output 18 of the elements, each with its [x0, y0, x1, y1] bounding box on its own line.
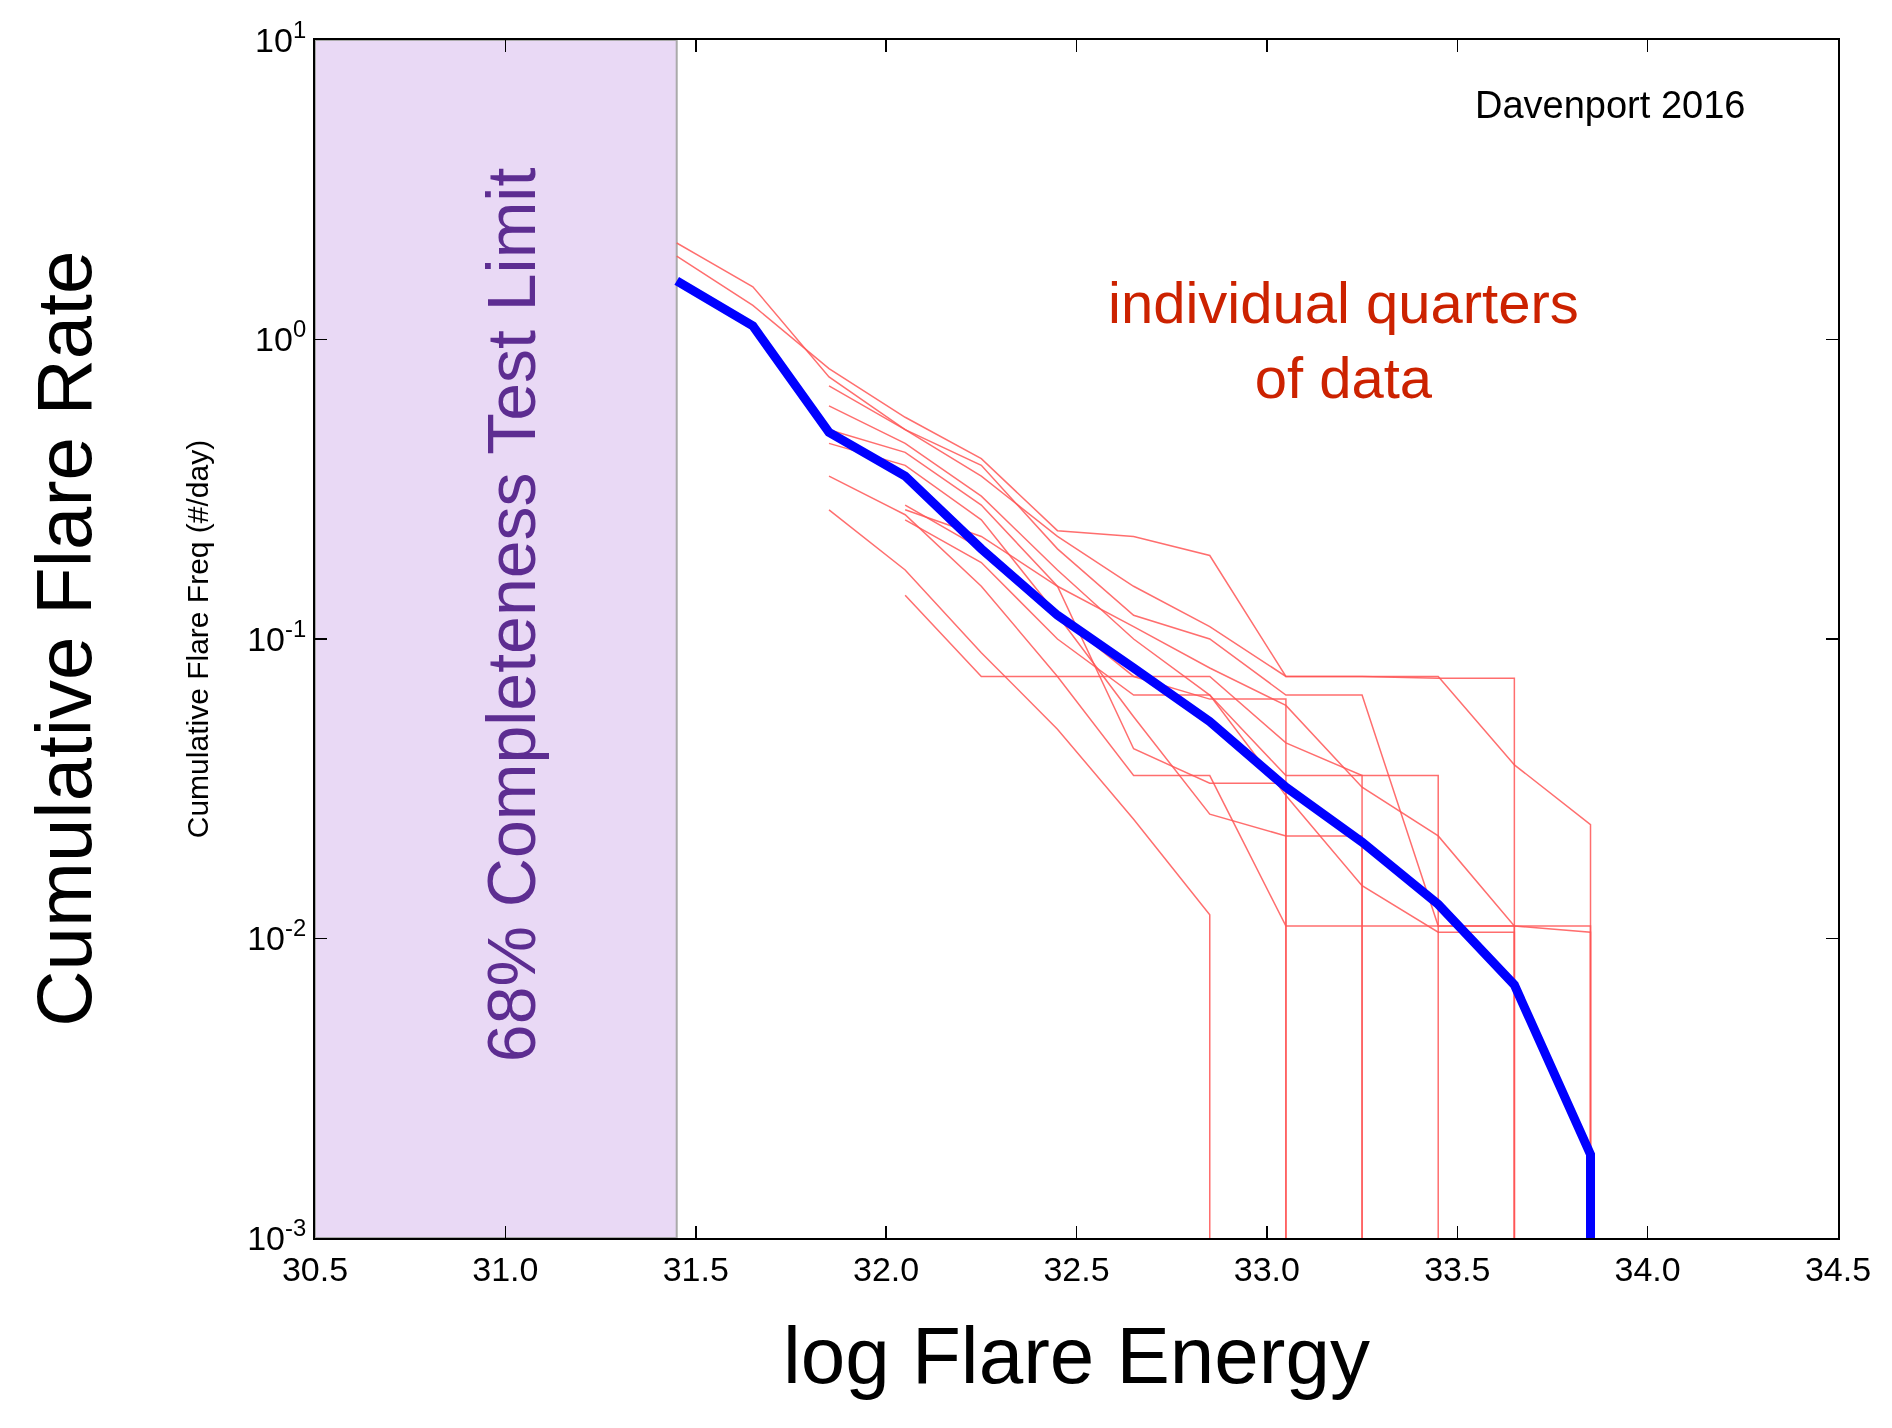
y-tick-label: 10$^{-2}$ — [247, 914, 307, 958]
annotation: individual quarters of data — [1108, 270, 1579, 411]
y-tick-label: 10$^{1}$ — [255, 15, 307, 59]
x-tick-label: 31.0 — [472, 1249, 539, 1288]
x-tick-label: 33.0 — [1233, 1249, 1300, 1288]
x-tick-label: 34.5 — [1804, 1249, 1872, 1288]
annotation: Davenport 2016 — [1475, 84, 1746, 126]
y-tick-label: 10$^{0}$ — [255, 315, 307, 359]
text: Cumulative Flare Rate — [19, 250, 108, 1027]
band-label: 68% Completeness Test Limit — [473, 167, 550, 1063]
x-tick-label: 31.5 — [662, 1249, 729, 1288]
x-tick-label: 33.5 — [1424, 1249, 1491, 1288]
y-tick-label: 10$^{-1}$ — [247, 614, 307, 658]
x-tick-label: 34.0 — [1614, 1249, 1681, 1288]
x-axis-title: log Flare Energy — [783, 1310, 1370, 1400]
x-tick-label: 32.0 — [853, 1249, 920, 1288]
x-tick-label: 32.5 — [1043, 1249, 1110, 1288]
y-axis-title: Cumulative Flare Freq (#/day) — [180, 439, 214, 839]
